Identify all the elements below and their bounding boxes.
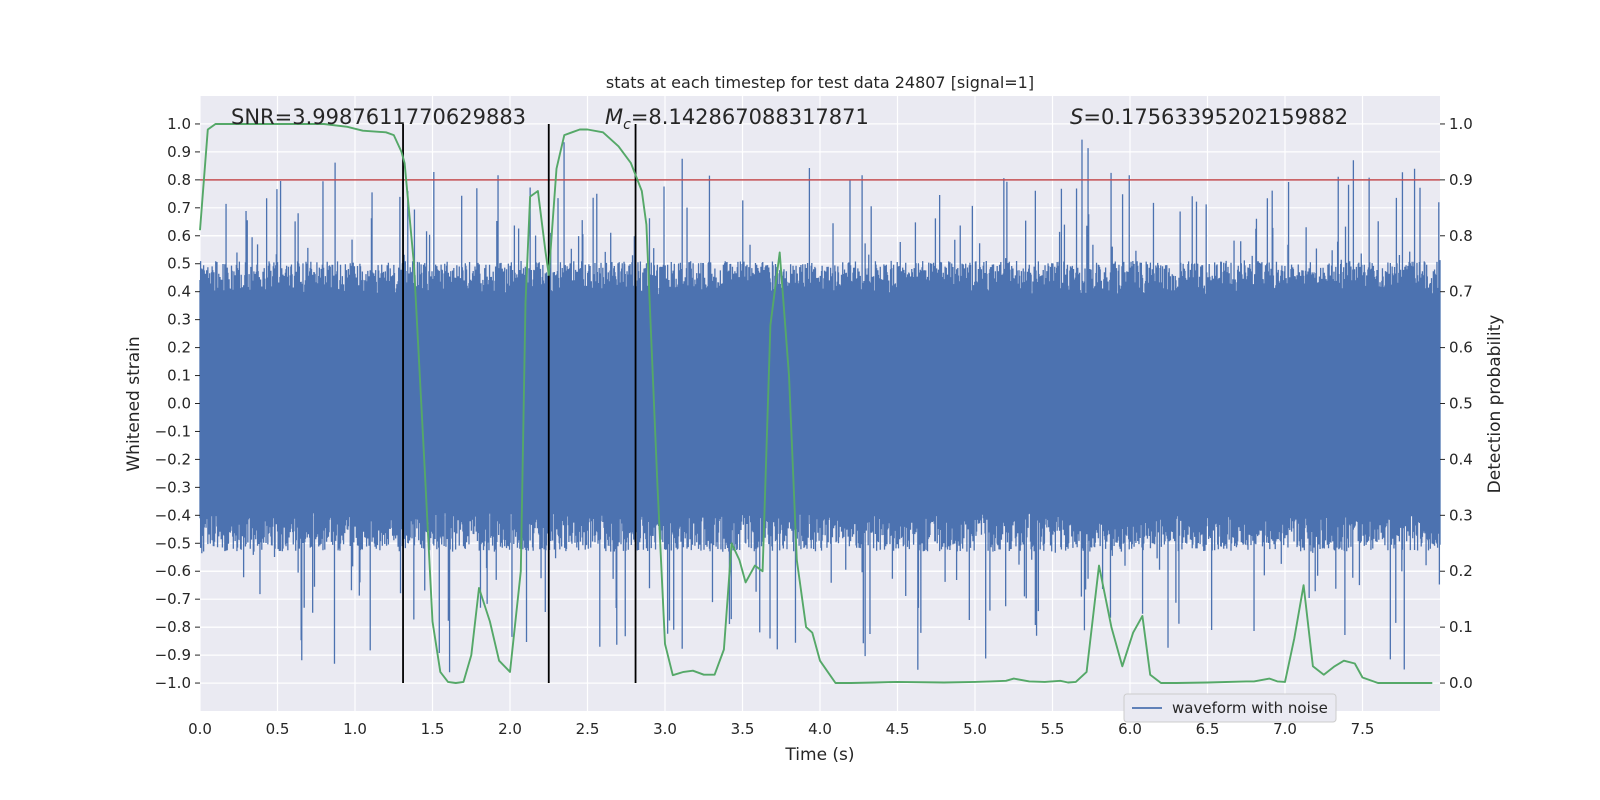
y2-tick-label: 0.4 bbox=[1449, 450, 1473, 468]
x-tick-label: 5.0 bbox=[963, 720, 987, 738]
y-tick-label: −0.8 bbox=[155, 618, 191, 636]
y2-tick-label: 0.9 bbox=[1449, 171, 1473, 189]
x-tick-label: 5.5 bbox=[1041, 720, 1065, 738]
y-tick-label: −0.4 bbox=[155, 506, 191, 524]
s-value: =0.17563395202159882 bbox=[1083, 105, 1348, 129]
y2-tick-label: 0.0 bbox=[1449, 674, 1473, 692]
y2-tick-label: 0.7 bbox=[1449, 283, 1473, 301]
y2-tick-label: 0.5 bbox=[1449, 395, 1473, 413]
y-tick-label: 0.6 bbox=[167, 227, 191, 245]
waveform-core bbox=[200, 294, 1440, 513]
snr-annotation: SNR=3.9987611770629883 bbox=[231, 105, 526, 129]
y-tick-label: −0.2 bbox=[155, 450, 191, 468]
overlay-lines bbox=[199, 123, 1440, 684]
y-tick-label: 0.2 bbox=[167, 339, 191, 357]
x-tick-label: 3.5 bbox=[731, 720, 755, 738]
y-tick-label: 0.9 bbox=[167, 143, 191, 161]
x-tick-label: 6.5 bbox=[1196, 720, 1220, 738]
x-tick-label: 2.0 bbox=[498, 720, 522, 738]
y-tick-label: 0.7 bbox=[167, 199, 191, 217]
y-tick-label: 0.1 bbox=[167, 367, 191, 385]
y-axis-label: Whitened strain bbox=[124, 336, 144, 471]
y2-tick-label: 1.0 bbox=[1449, 115, 1473, 133]
x-tick-label: 1.5 bbox=[421, 720, 445, 738]
chirp-mass-symbol: M bbox=[605, 105, 623, 129]
x-tick-label: 4.0 bbox=[808, 720, 832, 738]
y-tick-label: −0.6 bbox=[155, 562, 191, 580]
y2-tick-label: 0.8 bbox=[1449, 227, 1473, 245]
x-tick-label: 7.0 bbox=[1273, 720, 1297, 738]
y-tick-label: −0.7 bbox=[155, 590, 191, 608]
detection-probability-line bbox=[199, 123, 1433, 684]
waveform-series bbox=[199, 139, 1441, 673]
y2-tick-label: 0.2 bbox=[1449, 562, 1473, 580]
y-tick-label: −0.1 bbox=[155, 422, 191, 440]
y-tick-label: 0.8 bbox=[167, 171, 191, 189]
legend-box bbox=[1123, 693, 1337, 723]
y-tick-label: −0.9 bbox=[155, 646, 191, 664]
chart-title: stats at each timestep for test data 248… bbox=[606, 73, 1034, 92]
y2-tick-label: 0.1 bbox=[1449, 618, 1473, 636]
legend: waveform with noise bbox=[1123, 693, 1337, 723]
y-tick-label: 0.5 bbox=[167, 255, 191, 273]
chirp-mass-value: =8.142867088317871 bbox=[631, 105, 869, 129]
y2-tick-label: 0.6 bbox=[1449, 339, 1473, 357]
x-tick-label: 4.5 bbox=[886, 720, 910, 738]
x-tick-label: 1.0 bbox=[343, 720, 367, 738]
x-tick-label: 0.0 bbox=[188, 720, 212, 738]
y-tick-label: 1.0 bbox=[167, 115, 191, 133]
x-tick-label: 0.5 bbox=[266, 720, 290, 738]
x-tick-label: 6.0 bbox=[1118, 720, 1142, 738]
y-tick-label: 0.3 bbox=[167, 311, 191, 329]
y-tick-label: 0.0 bbox=[167, 395, 191, 413]
s-annotation: S=0.17563395202159882 bbox=[1070, 105, 1348, 129]
x-tick-label: 7.5 bbox=[1351, 720, 1375, 738]
y-tick-label: −0.5 bbox=[155, 534, 191, 552]
y2-axis-label: Detection probability bbox=[1485, 315, 1505, 494]
y-tick-label: −1.0 bbox=[155, 674, 191, 692]
chirp-mass-subscript: c bbox=[623, 117, 631, 133]
chirp-mass-annotation: Mc=8.142867088317871 bbox=[605, 105, 869, 133]
y2-tick-label: 0.3 bbox=[1449, 506, 1473, 524]
legend-entry-waveform: waveform with noise bbox=[1172, 699, 1328, 717]
tick-labels: 0.0 0.5 1.0 1.5 2.0 2.5 3.0 3.5 4.0 4.5 5.0 5.5 6.0 6… bbox=[155, 115, 1473, 738]
x-tick-label: 3.0 bbox=[653, 720, 677, 738]
x-axis-label: Time (s) bbox=[784, 745, 854, 765]
y-tick-label: −0.3 bbox=[155, 478, 191, 496]
x-tick-label: 2.5 bbox=[576, 720, 600, 738]
y-tick-label: 0.4 bbox=[167, 283, 191, 301]
s-symbol: S bbox=[1070, 105, 1083, 129]
